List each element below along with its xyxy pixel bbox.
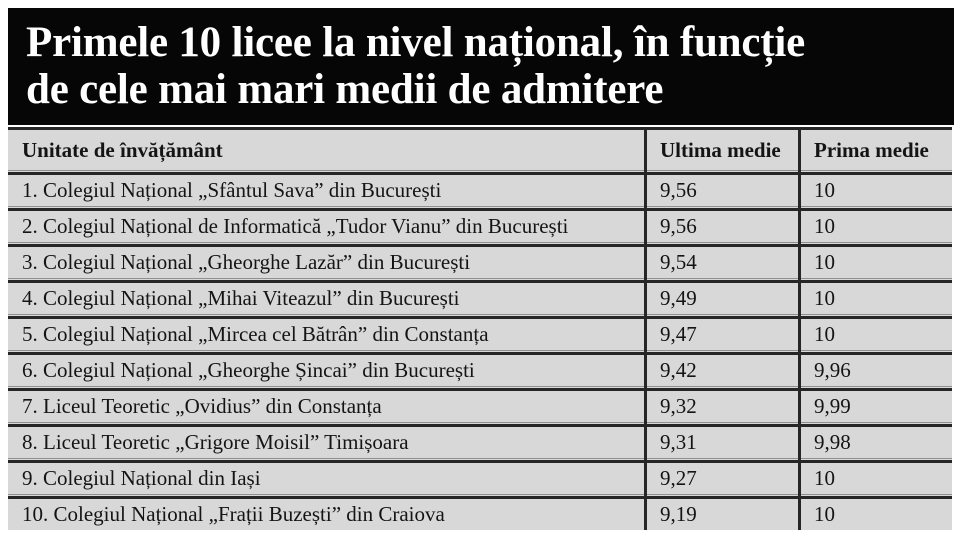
school-name: 4. Colegiul Național „Mihai Viteazul” di… bbox=[22, 286, 460, 310]
prima-medie-value: 10 bbox=[814, 502, 835, 526]
school-name: 9. Colegiul Național din Iași bbox=[22, 466, 261, 490]
school-name: 7. Liceul Teoretic „Ovidius” din Constan… bbox=[22, 394, 382, 418]
page-title-line-1: Primele 10 licee la nivel național, în f… bbox=[26, 19, 806, 66]
ultima-medie-value: 9,47 bbox=[660, 322, 697, 346]
row-divider bbox=[8, 422, 952, 427]
ultima-medie-value: 9,31 bbox=[660, 430, 697, 454]
prima-medie-value: 10 bbox=[814, 214, 835, 238]
column-header-school: Unitate de învățământ bbox=[22, 137, 223, 162]
row-divider bbox=[8, 170, 952, 175]
ultima-medie-value: 9,32 bbox=[660, 394, 697, 418]
row-divider bbox=[8, 206, 952, 211]
school-name: 2. Colegiul Național de Informatică „Tud… bbox=[22, 214, 569, 238]
prima-medie-value: 10 bbox=[814, 250, 835, 274]
row-divider bbox=[8, 494, 952, 499]
school-name: 1. Colegiul Național „Sfântul Sava” din … bbox=[22, 178, 442, 202]
table-row: 10. Colegiul Național „Frații Buzești” d… bbox=[8, 499, 952, 530]
table-row: 3. Colegiul Național „Gheorghe Lazăr” di… bbox=[8, 247, 952, 278]
table-row: 5. Colegiul Național „Mircea cel Bătrân”… bbox=[8, 319, 952, 350]
table-row: 2. Colegiul Național de Informatică „Tud… bbox=[8, 211, 952, 242]
ultima-medie-value: 9,19 bbox=[660, 502, 697, 526]
ultima-medie-value: 9,56 bbox=[660, 178, 697, 202]
row-divider bbox=[8, 350, 952, 355]
prima-medie-value: 10 bbox=[814, 286, 835, 310]
ultima-medie-value: 9,27 bbox=[660, 466, 697, 490]
rankings-table: Unitate de învățământ Ultima medie Prima… bbox=[8, 127, 952, 530]
page-title-line-2: de cele mai mari medii de admitere bbox=[26, 66, 664, 113]
school-name: 3. Colegiul Național „Gheorghe Lazăr” di… bbox=[22, 250, 471, 274]
row-divider bbox=[8, 458, 952, 463]
table-row: 6. Colegiul Național „Gheorghe Șincai” d… bbox=[8, 355, 952, 386]
ultima-medie-value: 9,42 bbox=[660, 358, 697, 382]
ultima-medie-value: 9,54 bbox=[660, 250, 697, 274]
table-row: 4. Colegiul Național „Mihai Viteazul” di… bbox=[8, 283, 952, 314]
school-name: 6. Colegiul Național „Gheorghe Șincai” d… bbox=[22, 358, 475, 382]
column-divider-2 bbox=[798, 130, 801, 530]
prima-medie-value: 10 bbox=[814, 322, 835, 346]
table-row: 9. Colegiul Național din Iași 9,27 10 bbox=[8, 463, 952, 494]
prima-medie-value: 9,99 bbox=[814, 394, 851, 418]
row-divider bbox=[8, 314, 952, 319]
column-header-ultima-medie: Ultima medie bbox=[660, 137, 781, 162]
table-header-row: Unitate de învățământ Ultima medie Prima… bbox=[8, 130, 952, 170]
prima-medie-value: 10 bbox=[814, 178, 835, 202]
row-divider bbox=[8, 278, 952, 283]
table-row: 7. Liceul Teoretic „Ovidius” din Constan… bbox=[8, 391, 952, 422]
column-header-prima-medie: Prima medie bbox=[814, 137, 929, 162]
school-name: 10. Colegiul Național „Frații Buzești” d… bbox=[22, 502, 445, 526]
title-banner: Primele 10 licee la nivel național, în f… bbox=[8, 8, 954, 125]
table-row: 8. Liceul Teoretic „Grigore Moisil” Timi… bbox=[8, 427, 952, 458]
row-divider bbox=[8, 242, 952, 247]
row-divider bbox=[8, 386, 952, 391]
school-name: 5. Colegiul Național „Mircea cel Bătrân”… bbox=[22, 322, 489, 346]
column-divider-1 bbox=[644, 130, 647, 530]
table-row: 1. Colegiul Național „Sfântul Sava” din … bbox=[8, 175, 952, 206]
ultima-medie-value: 9,56 bbox=[660, 214, 697, 238]
prima-medie-value: 10 bbox=[814, 466, 835, 490]
prima-medie-value: 9,96 bbox=[814, 358, 851, 382]
prima-medie-value: 9,98 bbox=[814, 430, 851, 454]
school-name: 8. Liceul Teoretic „Grigore Moisil” Timi… bbox=[22, 430, 409, 454]
ultima-medie-value: 9,49 bbox=[660, 286, 697, 310]
